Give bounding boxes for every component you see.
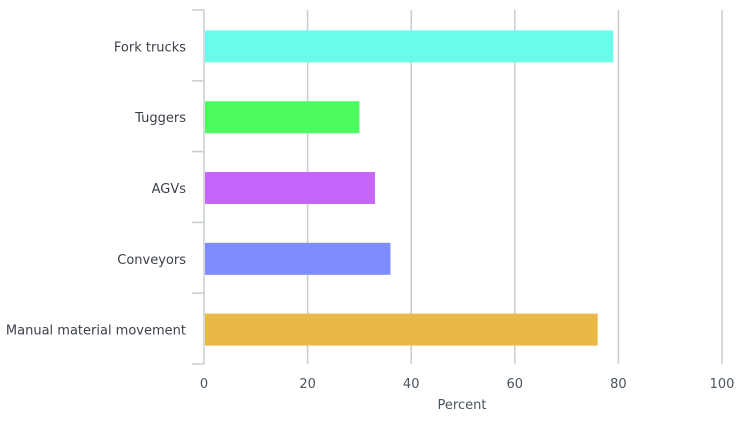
x-tick-label: 80 bbox=[610, 377, 627, 392]
x-tick-label: 20 bbox=[299, 377, 316, 392]
x-tick-label: 0 bbox=[200, 377, 208, 392]
gridlines bbox=[306, 10, 723, 364]
x-axis-title: Percent bbox=[438, 398, 487, 413]
y-category-label: Conveyors bbox=[117, 253, 186, 268]
axes: 0 20 40 60 80 100 Fork trucks Tuggers AGVs Convey… bbox=[6, 9, 735, 392]
y-category-label: Tuggers bbox=[134, 111, 186, 126]
bar-fork-trucks bbox=[205, 30, 614, 63]
bar-tuggers bbox=[205, 101, 360, 134]
y-category-label: Fork trucks bbox=[114, 40, 186, 55]
x-tick-label: 60 bbox=[507, 377, 524, 392]
y-category-label: Manual material movement bbox=[6, 324, 186, 339]
x-tick-label: 40 bbox=[403, 377, 420, 392]
bar-conveyors bbox=[205, 242, 391, 275]
bar-manual-material-movement bbox=[205, 313, 598, 346]
bars bbox=[205, 30, 614, 346]
bar-agvs bbox=[205, 172, 375, 204]
y-category-label: AGVs bbox=[152, 182, 187, 197]
x-tick-label: 100 bbox=[710, 377, 735, 392]
